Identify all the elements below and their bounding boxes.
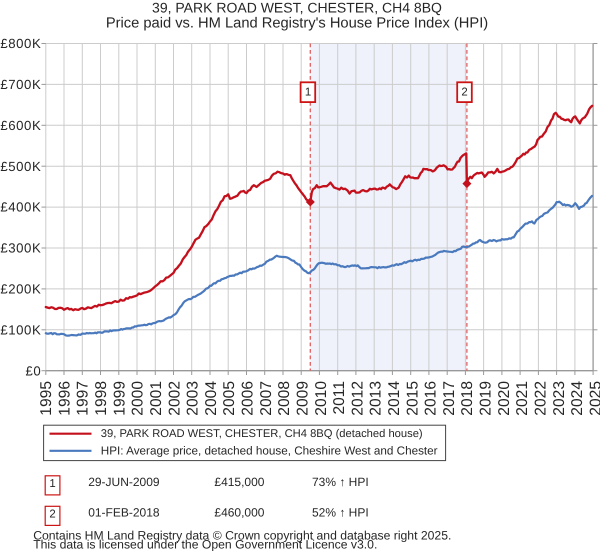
svg-text:2025: 2025 [587, 381, 600, 416]
svg-text:2013: 2013 [368, 381, 385, 416]
svg-text:73% ↑ HPI: 73% ↑ HPI [312, 475, 369, 489]
svg-text:2: 2 [49, 508, 55, 520]
svg-text:£300K: £300K [0, 241, 41, 256]
svg-text:2005: 2005 [221, 381, 238, 416]
svg-text:2007: 2007 [258, 381, 275, 416]
svg-text:2016: 2016 [423, 381, 440, 416]
svg-text:2000: 2000 [130, 381, 147, 416]
svg-text:2021: 2021 [514, 381, 531, 416]
svg-text:£500K: £500K [0, 159, 41, 174]
svg-text:1999: 1999 [111, 381, 128, 416]
svg-text:2018: 2018 [459, 381, 476, 416]
svg-text:2023: 2023 [551, 381, 568, 416]
svg-text:1995: 1995 [38, 381, 55, 416]
svg-text:£100K: £100K [0, 322, 41, 337]
svg-text:£700K: £700K [0, 77, 41, 92]
svg-text:39, PARK ROAD WEST, CHESTER, C: 39, PARK ROAD WEST, CHESTER, CH4 8BQ [152, 0, 442, 16]
svg-text:£460,000: £460,000 [214, 505, 264, 519]
svg-text:2012: 2012 [349, 381, 366, 416]
svg-text:2009: 2009 [294, 381, 311, 416]
svg-text:HPI: Average price, detached h: HPI: Average price, detached house, Ches… [101, 444, 438, 457]
svg-text:2011: 2011 [331, 381, 348, 415]
svg-text:2008: 2008 [276, 381, 293, 416]
svg-text:1996: 1996 [56, 381, 73, 416]
svg-text:£200K: £200K [0, 282, 41, 297]
svg-text:This data is licensed under th: This data is licensed under the Open Gov… [33, 538, 377, 552]
svg-text:1: 1 [305, 86, 311, 98]
svg-text:2022: 2022 [533, 381, 550, 416]
svg-text:2006: 2006 [240, 381, 257, 416]
svg-text:£415,000: £415,000 [214, 475, 264, 489]
svg-text:£800K: £800K [0, 36, 41, 51]
svg-text:2024: 2024 [569, 381, 586, 416]
svg-text:1998: 1998 [93, 381, 110, 416]
svg-text:2015: 2015 [404, 381, 421, 416]
svg-text:Price paid vs. HM Land Registr: Price paid vs. HM Land Registry's House … [106, 15, 488, 31]
svg-text:£0: £0 [26, 363, 42, 378]
svg-text:2001: 2001 [148, 381, 165, 416]
svg-text:2003: 2003 [185, 381, 202, 416]
svg-text:1997: 1997 [75, 381, 92, 416]
svg-text:29-JUN-2009: 29-JUN-2009 [88, 475, 160, 489]
svg-text:2: 2 [461, 86, 467, 98]
svg-text:2002: 2002 [166, 381, 183, 416]
svg-text:2020: 2020 [496, 381, 513, 416]
svg-text:52% ↑ HPI: 52% ↑ HPI [312, 505, 369, 519]
svg-text:Contains HM Land Registry data: Contains HM Land Registry data © Crown c… [33, 528, 451, 542]
svg-text:01-FEB-2018: 01-FEB-2018 [88, 505, 160, 519]
svg-text:2017: 2017 [441, 381, 458, 416]
svg-text:2019: 2019 [478, 381, 495, 416]
svg-text:2010: 2010 [313, 381, 330, 416]
svg-text:£600K: £600K [0, 118, 41, 133]
svg-text:£400K: £400K [0, 200, 41, 215]
svg-text:39, PARK ROAD WEST, CHESTER, C: 39, PARK ROAD WEST, CHESTER, CH4 8BQ (de… [101, 428, 423, 440]
svg-text:2004: 2004 [203, 381, 220, 416]
svg-text:1: 1 [49, 478, 55, 490]
svg-text:2014: 2014 [386, 381, 403, 416]
